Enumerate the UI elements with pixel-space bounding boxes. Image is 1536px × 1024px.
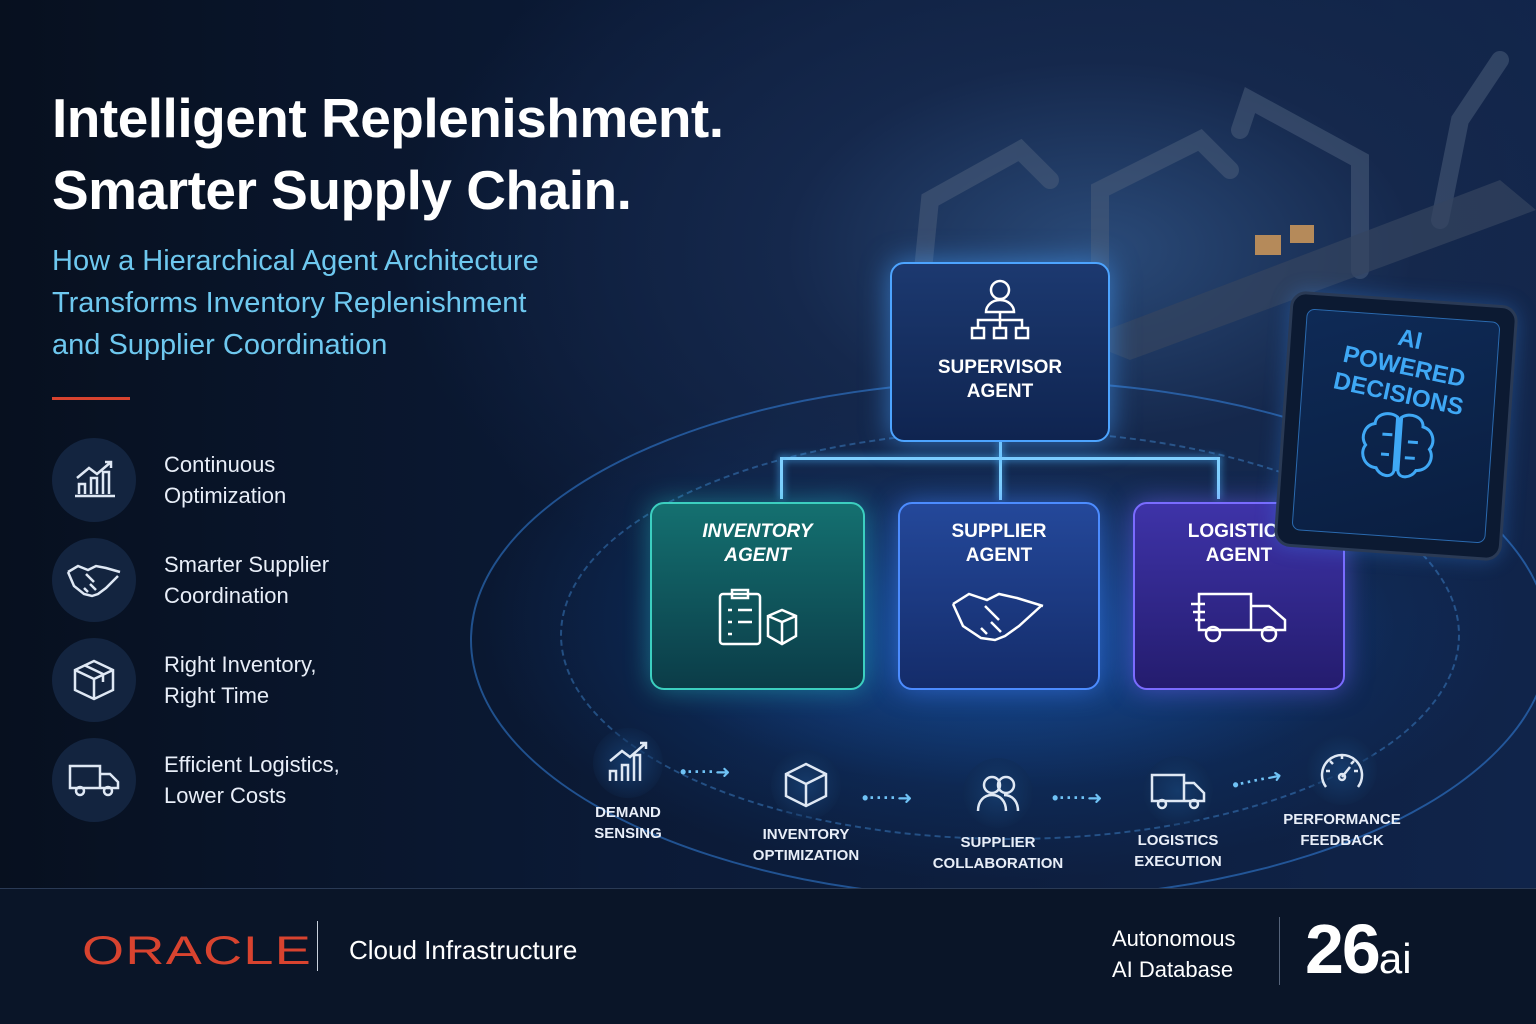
inventory-agent-card[interactable]: INVENTORY AGENT	[650, 502, 865, 690]
subtitle-line-2: Transforms Inventory Replenishment	[52, 287, 527, 319]
ai-decisions-tablet: AI POWERED DECISIONS	[1273, 290, 1519, 562]
brain-icon	[1361, 412, 1435, 479]
growth-chart-icon	[52, 438, 136, 522]
feature-supplier-coordination: Smarter Supplier Coordination	[52, 538, 329, 622]
feature-line: Coordination	[164, 583, 289, 608]
truck-icon	[52, 738, 136, 822]
database-name: Autonomous AI Database	[1112, 923, 1236, 985]
feature-continuous-optimization: Continuous Optimization	[52, 438, 286, 522]
headline: Intelligent Replenishment. Smarter Suppl…	[52, 82, 724, 226]
connector-line	[780, 457, 1220, 460]
subtitle-line-3: and Supplier Coordination	[52, 329, 388, 361]
divider	[317, 921, 318, 971]
process-step-demand-sensing: DEMAND SENSING	[543, 728, 713, 844]
card-label: SUPERVISOR	[937, 357, 1063, 378]
feature-line: Optimization	[164, 483, 287, 508]
feature-efficient-logistics: Efficient Logistics, Lower Costs	[52, 738, 340, 822]
supervisor-agent-card[interactable]: SUPERVISOR AGENT	[890, 262, 1110, 442]
process-step-inventory-optimization: INVENTORY OPTIMIZATION	[721, 750, 891, 866]
subtitle-line-1: How a Hierarchical Agent Architecture	[52, 245, 539, 277]
users-icon	[963, 758, 1033, 828]
version-number: 26	[1305, 910, 1381, 988]
connector-line	[780, 457, 783, 499]
footer: ORACLE Cloud Infrastructure Autonomous AI…	[0, 888, 1536, 1024]
step-label: OPTIMIZATION	[752, 847, 860, 864]
box-icon	[52, 638, 136, 722]
step-label: COLLABORATION	[932, 855, 1064, 872]
version-logo: 26ai	[1305, 909, 1412, 989]
database-line: AI Database	[1112, 957, 1234, 982]
process-step-logistics-execution: LOGISTICS EXECUTION	[1093, 756, 1263, 872]
feature-line: Right Time	[164, 683, 270, 708]
supplier-agent-card[interactable]: SUPPLIER AGENT	[898, 502, 1100, 690]
feature-line: Right Inventory,	[164, 652, 317, 677]
flow-arrow: •····➜	[1052, 788, 1104, 808]
card-label: AGENT	[724, 545, 791, 566]
org-hierarchy-icon	[970, 279, 1030, 340]
clipboard-box-icon	[718, 588, 797, 646]
headline-line-1: Intelligent Replenishment.	[52, 87, 724, 149]
step-label: DEMAND	[595, 804, 661, 821]
flow-arrow: •····➜	[862, 788, 914, 808]
process-step-performance-feedback: PERFORMANCE FEEDBACK	[1257, 735, 1427, 851]
card-label: INVENTORY	[702, 521, 813, 542]
step-label: PERFORMANCE	[1283, 811, 1401, 828]
headline-line-2: Smarter Supply Chain.	[52, 159, 632, 221]
step-label: SUPPLIER	[960, 834, 1036, 851]
feature-line: Efficient Logistics,	[164, 752, 340, 777]
divider	[1279, 917, 1280, 985]
feature-right-inventory: Right Inventory, Right Time	[52, 638, 316, 722]
cube-icon	[771, 750, 841, 820]
connector-line	[999, 440, 1002, 500]
product-name: Cloud Infrastructure	[349, 935, 578, 965]
step-label: EXECUTION	[1134, 853, 1222, 870]
version-suffix: ai	[1378, 935, 1412, 982]
step-label: LOGISTICS	[1137, 832, 1219, 849]
step-label: INVENTORY	[762, 826, 850, 843]
gauge-icon	[1307, 735, 1377, 805]
step-label: FEEDBACK	[1300, 832, 1384, 849]
truck-icon	[1191, 592, 1287, 643]
logistics-agent-card[interactable]: LOGISTICS AGENT	[1133, 502, 1345, 690]
process-step-supplier-collaboration: SUPPLIER COLLABORATION	[913, 758, 1083, 874]
card-label: LOGISTICS	[1187, 521, 1291, 542]
growth-chart-icon	[593, 728, 663, 798]
flow-arrow: •····➜	[680, 762, 732, 782]
database-line: Autonomous	[1112, 926, 1236, 951]
feature-line: Continuous	[164, 452, 276, 477]
feature-line: Lower Costs	[164, 783, 287, 808]
feature-line: Smarter Supplier	[164, 552, 330, 577]
accent-divider	[52, 397, 130, 400]
card-label: AGENT	[1205, 545, 1273, 566]
connector-line	[1217, 457, 1220, 499]
card-label: SUPPLIER	[951, 521, 1047, 542]
card-label: AGENT	[965, 545, 1033, 566]
subtitle: How a Hierarchical Agent Architecture Tr…	[52, 240, 539, 366]
factory-robots-background	[911, 51, 1536, 360]
handshake-icon	[52, 538, 136, 622]
card-label: AGENT	[966, 381, 1034, 402]
step-label: SENSING	[594, 825, 662, 842]
handshake-icon	[951, 592, 1044, 642]
truck-icon	[1143, 756, 1213, 826]
oracle-logo: ORACLE	[82, 929, 313, 973]
